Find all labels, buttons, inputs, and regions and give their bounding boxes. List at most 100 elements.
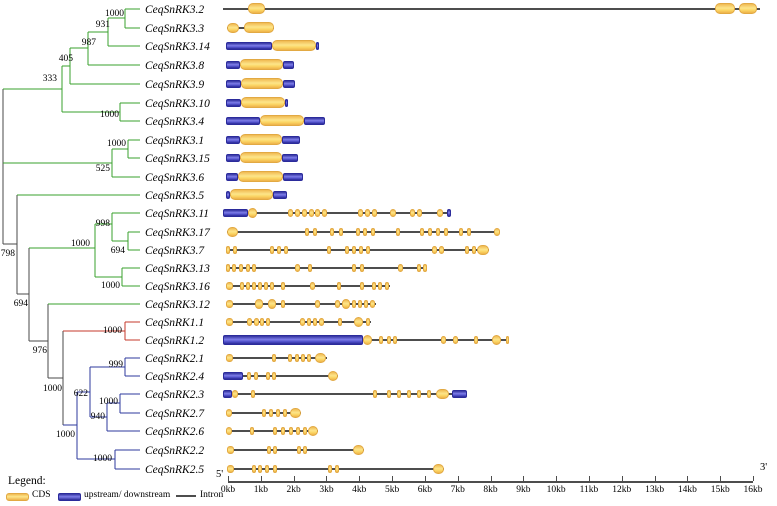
cds-exon [315,300,320,308]
utr-region [304,117,325,125]
cds-exon [264,282,268,290]
cds-exon [226,282,233,290]
cds-exon [226,246,230,254]
cds-exon [467,228,471,236]
axis-tick-label: 8kb [483,485,498,495]
cds-exon [240,59,283,70]
axis-tick [359,476,361,481]
cds-exon [313,228,317,236]
cds-exon [354,317,363,327]
cds-exon [226,409,232,417]
cds-exon [417,390,421,398]
gene-name-label: CeqSnRK3.8 [145,60,204,72]
axis-tick [687,476,689,481]
cds-exon [356,228,360,236]
cds-exon [267,446,271,454]
cds-exon [226,318,233,326]
utr-region [226,191,230,199]
cds-exon [366,318,370,326]
cds-exon [281,282,285,290]
cds-exon [265,465,269,473]
utr-region [273,191,287,199]
cds-exon [363,335,372,345]
cds-exon [227,446,234,454]
legend-title: Legend: [8,475,46,487]
utr-region [283,173,303,181]
axis-tick-label: 13kb [645,485,665,495]
cds-exon [260,115,304,126]
cds-exon [303,446,307,454]
gene-name-label: CeqSnRK3.17 [145,227,211,239]
cds-exon [308,264,312,272]
gene-name-label: CeqSnRK2.1 [145,353,204,365]
axis-tick [260,476,262,481]
axis-tick-label: 5kb [384,485,400,495]
gene-name-label: CeqSnRK2.5 [145,464,204,476]
intron-line [226,303,376,305]
cds-exon [268,299,276,309]
cds-exon [262,409,266,417]
cds-exon [342,299,350,309]
cds-exon [315,209,320,217]
cds-exon [352,246,356,254]
cds-exon [258,465,262,473]
cds-exon [378,282,382,290]
cds-exon [300,318,305,326]
cds-exon [345,246,349,254]
cds-exon [248,208,257,218]
axis-tick [753,476,754,481]
utr-region [282,154,298,162]
axis-tick-label: 2kb [286,485,301,495]
cds-exon [330,228,334,236]
cds-exon [252,465,256,473]
cds-exon [335,300,340,308]
cds-exon [273,465,277,473]
utr-region [316,42,319,50]
gene-name-label: CeqSnRK3.11 [145,208,209,220]
cds-exon [250,427,254,435]
utr-region [447,209,451,217]
cds-exon [233,246,237,254]
cds-exon [266,372,270,380]
cds-exon [227,23,239,33]
cds-exon [309,209,314,217]
utr-region [223,372,243,380]
axis-tick [490,476,492,481]
cds-exon [289,427,293,435]
cds-exon [301,354,305,362]
gene-name-label: CeqSnRK3.14 [145,41,210,53]
cds-exon [715,3,735,14]
gene-name-label: CeqSnRK3.4 [145,116,204,128]
intron-line [226,285,390,287]
intron-line [226,267,427,269]
cds-exon [296,427,300,435]
intron-line [223,375,338,377]
cds-exon [465,246,469,254]
cds-exon [370,300,375,308]
cds-exon [328,465,332,473]
cds-exon [339,228,343,236]
bootstrap-value: 333 [43,74,58,84]
bootstrap-value: 694 [111,246,126,256]
cds-exon [251,390,255,398]
cds-exon [273,427,277,435]
axis-tick [457,476,459,481]
cds-exon [248,3,265,14]
axis-tick-label: 9kb [516,485,531,495]
utr-region [283,61,294,69]
cds-exon [366,246,370,254]
cds-exon [359,246,363,254]
gene-name-label: CeqSnRK3.1 [145,135,204,147]
cds-exon [477,245,489,255]
intron-line [223,8,760,10]
cds-exon [337,282,341,290]
cds-exon [494,228,500,236]
cds-exon [363,228,367,236]
intron-line [226,321,371,323]
bootstrap-value: 987 [82,38,97,48]
utr-region [226,117,260,125]
cds-exon [364,300,368,308]
cds-exon [246,264,250,272]
cds-exon [396,228,400,236]
cds-exon [420,228,424,236]
